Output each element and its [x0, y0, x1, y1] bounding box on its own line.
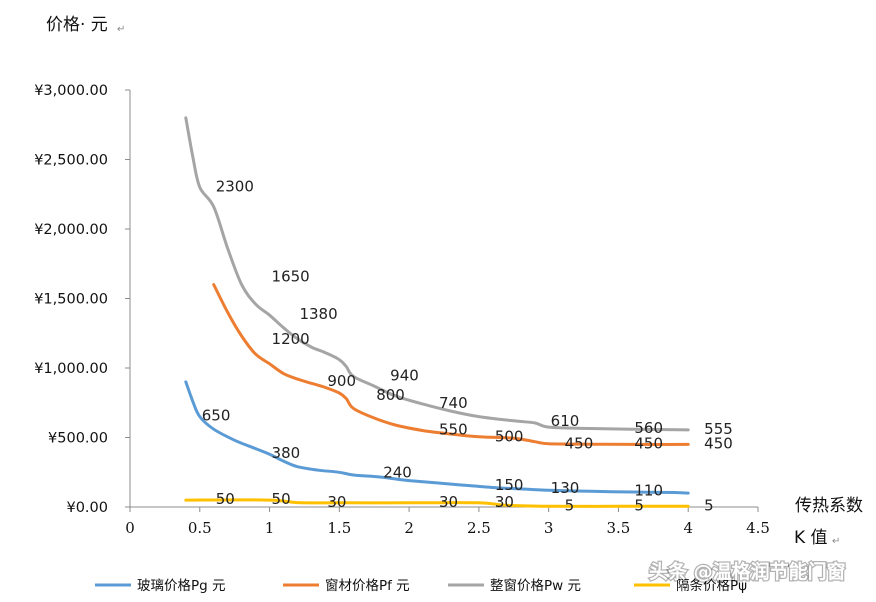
- data-label: 610: [551, 412, 580, 430]
- x-axis-title-mark: ↵: [832, 536, 840, 547]
- data-label: 50: [272, 490, 291, 508]
- data-label: 150: [495, 476, 524, 494]
- series-line-2: [212, 283, 690, 446]
- data-label: 450: [634, 434, 663, 452]
- x-tick-label: 1.5: [327, 519, 351, 537]
- data-label: 30: [439, 493, 458, 511]
- x-axis-title-line2: K 值: [794, 528, 828, 548]
- watermark-text: 头条 @温格润节能门窗: [649, 560, 846, 583]
- legend-label-2: 窗材价格Pf 元: [325, 577, 410, 594]
- data-label: 5: [634, 496, 644, 514]
- series-line-3: [184, 116, 690, 432]
- data-label: 2300: [216, 177, 254, 195]
- y-tick-label: ¥500.00: [48, 431, 108, 447]
- y-tick-label: ¥2,500.00: [34, 153, 108, 169]
- data-label: 550: [439, 421, 468, 439]
- data-label: 240: [383, 464, 412, 482]
- data-label: 650: [202, 407, 231, 425]
- y-tick-label: ¥2,000.00: [34, 222, 108, 238]
- data-label: 800: [376, 386, 405, 404]
- data-label: 1200: [272, 330, 310, 348]
- legend-label-3: 整窗价格Pw 元: [490, 577, 581, 594]
- data-label: 555: [704, 420, 733, 438]
- data-label: 1650: [272, 268, 310, 286]
- x-axis-title-line1: 传热系数: [795, 496, 863, 516]
- series-line-1: [184, 380, 690, 495]
- y-axis-title: 价格· 元: [46, 15, 108, 35]
- legend-label-1: 玻璃价格Pg 元: [137, 577, 226, 594]
- data-label: 30: [495, 493, 514, 511]
- y-axis-title-mark: ↵: [117, 24, 125, 35]
- data-label: 560: [634, 419, 663, 437]
- legend: 玻璃价格Pg 元 窗材价格Pf 元 整窗价格Pw 元 隔条价格Pψ: [95, 577, 747, 594]
- data-label: 500: [495, 428, 524, 446]
- data-label: 50: [216, 490, 235, 508]
- series-line-4: [184, 498, 690, 508]
- y-tick-label: ¥1,500.00: [34, 292, 108, 308]
- x-tick-label: 1: [265, 519, 275, 537]
- data-label: 5: [565, 496, 575, 514]
- x-tick-label: 3.5: [607, 519, 631, 537]
- x-tick-label: 3: [544, 519, 554, 537]
- data-label: 450: [565, 434, 594, 452]
- data-label: 130: [551, 479, 580, 497]
- x-tick-label: 4.5: [746, 519, 770, 537]
- watermark: 头条 @温格润节能门窗 头条 @温格润节能门窗: [648, 559, 847, 585]
- data-label: 30: [327, 493, 346, 511]
- x-tick-label: 2.5: [467, 519, 491, 537]
- data-label: 5: [704, 496, 714, 514]
- data-label: 940: [390, 366, 419, 384]
- data-label: 900: [327, 372, 356, 390]
- data-label: 1380: [299, 305, 337, 323]
- data-label: 450: [704, 434, 733, 452]
- data-label: 380: [272, 444, 301, 462]
- x-tick-label: 0: [125, 519, 135, 537]
- series-group: [184, 116, 690, 508]
- x-tick-label: 4: [683, 519, 693, 537]
- x-tick-label: 2: [404, 519, 414, 537]
- data-label: 110: [634, 482, 663, 500]
- legend-label-4: 隔条价格Pψ: [676, 577, 747, 594]
- y-tick-label: ¥0.00: [66, 500, 108, 516]
- y-tick-label: ¥3,000.00: [34, 83, 108, 99]
- data-label: 740: [439, 394, 468, 412]
- axes-group: ¥0.00 ¥500.00 ¥1,000.00 ¥1,500.00 ¥2,000.00 ¥…: [34, 83, 770, 537]
- svg-text:头条 @温格润节能门窗: 头条 @温格润节能门窗: [649, 560, 846, 583]
- x-tick-label: 0.5: [188, 519, 212, 537]
- y-tick-label: ¥1,000.00: [34, 361, 108, 377]
